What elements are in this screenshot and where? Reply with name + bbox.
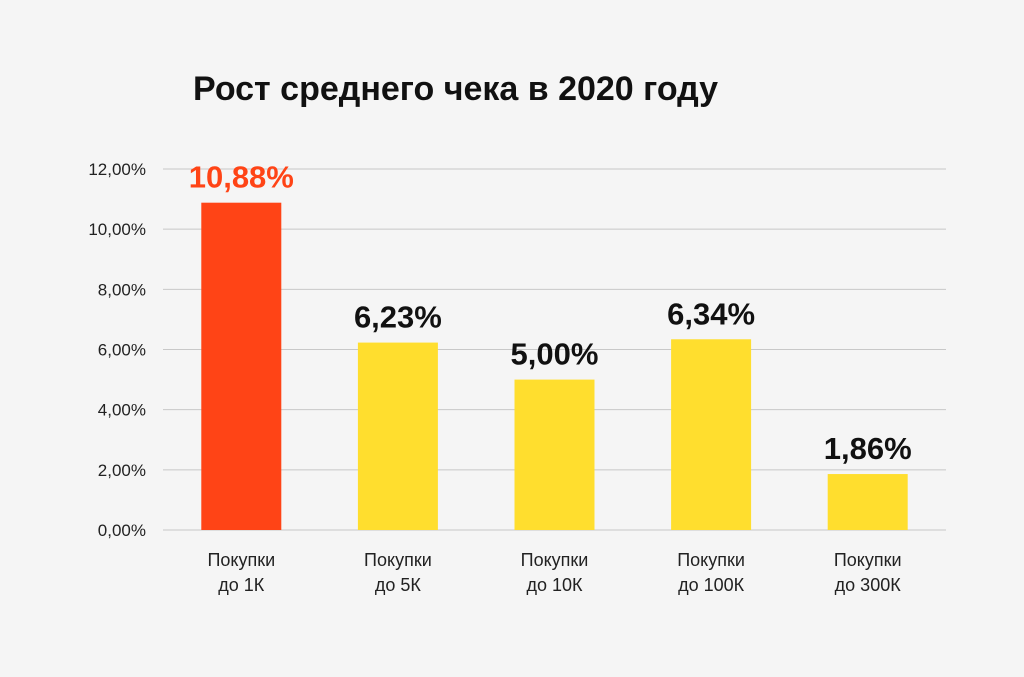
y-tick-label: 8,00%	[98, 280, 146, 299]
x-tick-label: Покупки	[364, 550, 432, 570]
x-tick-label: Покупки	[521, 550, 589, 570]
x-tick-label: Покупки	[207, 550, 275, 570]
y-axis-ticks: 0,00% 2,00% 4,00% 6,00% 8,00% 10,00% 12,00%	[88, 160, 146, 540]
x-tick-label: до 10К	[526, 575, 583, 595]
bars	[201, 202, 908, 530]
y-tick-label: 0,00%	[98, 521, 146, 540]
x-tick-label: до 300К	[835, 575, 902, 595]
y-tick-label: 10,00%	[88, 220, 146, 239]
y-tick-label: 4,00%	[98, 401, 146, 420]
data-label: 6,34%	[667, 296, 755, 331]
x-axis-ticks: Покупки до 1К Покупки до 5К Покупки до 10К Пок…	[207, 550, 901, 595]
data-label: 5,00%	[511, 337, 599, 372]
data-labels: 10,88% 6,23% 5,00% 6,34% 1,86%	[189, 160, 912, 466]
x-tick-label: Покупки	[677, 550, 745, 570]
bar	[201, 202, 282, 530]
x-tick-label: до 100К	[678, 575, 745, 595]
data-label: 6,23%	[354, 300, 442, 335]
x-tick-label: до 1К	[218, 575, 265, 595]
x-tick-label: до 5К	[375, 575, 422, 595]
bar	[827, 474, 908, 530]
bar	[514, 379, 595, 530]
y-tick-label: 12,00%	[88, 160, 146, 179]
bar	[671, 339, 752, 530]
bar	[357, 342, 438, 530]
data-label: 10,88%	[189, 160, 294, 195]
x-tick-label: Покупки	[834, 550, 902, 570]
chart-title: Рост среднего чека в 2020 году	[193, 70, 719, 108]
y-tick-label: 6,00%	[98, 341, 146, 360]
y-tick-label: 2,00%	[98, 461, 146, 480]
data-label: 1,86%	[824, 431, 912, 466]
